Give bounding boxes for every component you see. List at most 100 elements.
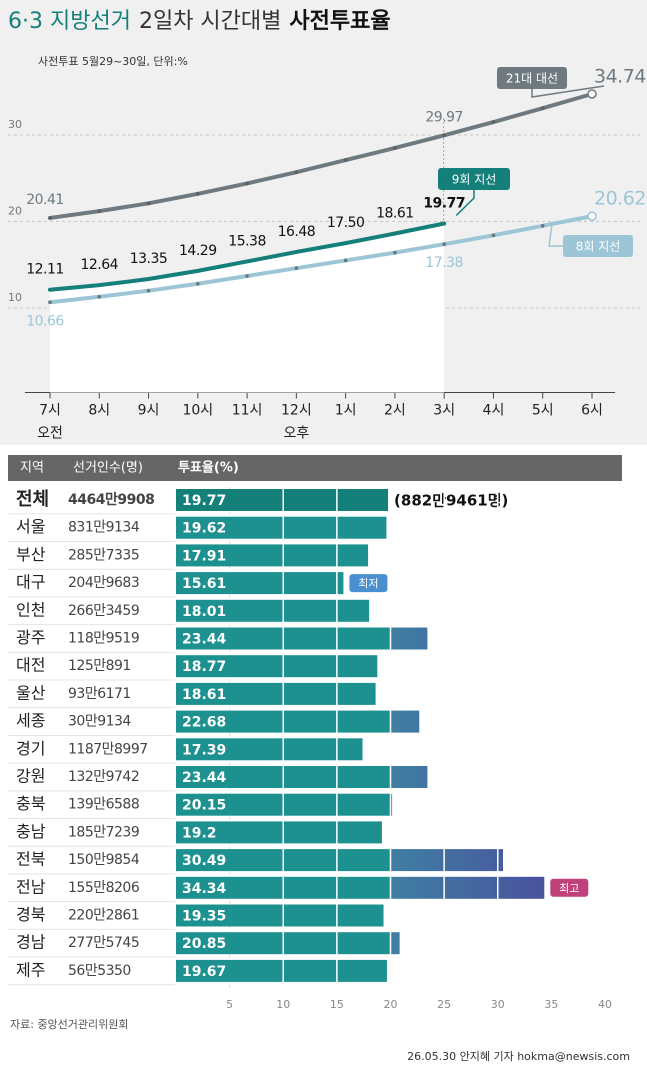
bar: [176, 489, 389, 511]
region-label: 경기: [16, 739, 45, 758]
region-label: 강원: [16, 767, 45, 786]
annotation-box: [349, 574, 388, 593]
x-tick-label: 11시: [232, 403, 263, 419]
bar: [176, 627, 428, 650]
byline: 26.05.30 안지혜 기자 hokma@newsis.com: [407, 1050, 630, 1063]
point: [97, 283, 102, 287]
point: [146, 288, 151, 293]
x-tick-label: 3시: [433, 403, 455, 419]
x-tick-label: 1시: [335, 403, 357, 419]
data-label: 20.15: [182, 798, 226, 814]
y-tick-label: 10: [8, 291, 22, 304]
point: [294, 266, 299, 271]
bar: [176, 544, 369, 567]
data-label: 34.74: [594, 65, 646, 87]
region-label: 경북: [16, 905, 45, 924]
point: [48, 216, 52, 220]
point: [196, 269, 200, 273]
electors-label: 118만9519: [68, 631, 139, 647]
data-label: 15.61: [182, 576, 226, 592]
legend-leader: [455, 190, 475, 217]
x-tick-label: 20: [384, 998, 398, 1011]
bar: [176, 821, 382, 844]
x-sublabel: 오전: [37, 426, 63, 442]
point: [48, 300, 52, 305]
point: [442, 133, 446, 138]
data-label: 19.62: [182, 521, 226, 537]
legend-box: [438, 168, 510, 190]
data-label: 12.11: [26, 262, 64, 278]
bar: [176, 516, 387, 539]
legend-box: [563, 235, 633, 257]
x-tick-label: 8시: [88, 403, 110, 419]
end-point: [587, 211, 597, 221]
electors-label: 139만6588: [68, 797, 139, 813]
region-label: 충남: [16, 822, 46, 841]
point: [343, 158, 348, 162]
region-label: 대구: [16, 573, 45, 592]
point: [540, 106, 545, 110]
x-tick-label: 4시: [483, 403, 505, 419]
point: [146, 277, 151, 281]
data-label: 18.61: [182, 687, 226, 703]
annotation-box: [550, 878, 589, 897]
point: [343, 258, 348, 263]
bar: [176, 932, 400, 955]
legend-box: [497, 67, 567, 89]
electors-label: 277만5745: [68, 935, 139, 951]
legend-label: 9회 지선: [452, 173, 497, 187]
electors-label: 93만6171: [68, 686, 131, 702]
data-label: 19.77: [423, 195, 465, 211]
data-label: 22.68: [182, 715, 226, 731]
point: [540, 224, 545, 228]
region-label: 울산: [16, 683, 46, 702]
subtitle: 사전투표 5월29~30일, 단위:%: [38, 54, 188, 68]
electors-label: 204만9683: [68, 575, 139, 591]
table-header: [8, 455, 622, 481]
data-label: 14.29: [179, 243, 217, 259]
data-label: 16.48: [278, 224, 316, 240]
data-label: 18.01: [182, 604, 226, 620]
title-part: 6·3 지방선거: [8, 9, 131, 34]
x-sublabel: 오후: [283, 426, 309, 442]
legend-label: 21대 대선: [506, 72, 558, 86]
point: [245, 259, 249, 264]
data-label: 20.41: [26, 192, 64, 208]
series-area: [50, 223, 445, 393]
region-label: 서울: [16, 517, 45, 536]
electors-label: 4464만9908: [68, 492, 154, 508]
x-tick-label: 12시: [281, 403, 312, 419]
legend-leader: [531, 85, 605, 98]
data-label: 20.62: [594, 188, 646, 210]
data-label: 17.38: [425, 255, 463, 271]
x-tick-label: 10시: [182, 403, 213, 419]
point: [245, 181, 249, 186]
y-tick-label: 20: [8, 205, 22, 218]
x-tick-label: 15: [330, 998, 344, 1011]
data-label: 30.49: [182, 853, 226, 869]
title-part: 2일차 시간대별: [139, 9, 281, 34]
point: [294, 250, 299, 254]
bar: [176, 959, 387, 982]
data-label: 19.2: [182, 825, 217, 841]
region-label: 제주: [16, 960, 45, 979]
annotation: 최고: [559, 882, 579, 895]
data-label: 19.67: [182, 964, 226, 980]
electors-label: 1187만8997: [68, 741, 148, 757]
electors-label: 185만7239: [68, 824, 139, 840]
data-label: 20.85: [182, 936, 226, 952]
bar: [176, 766, 428, 788]
data-label: 17.39: [182, 742, 226, 758]
data-label: 19.35: [182, 909, 226, 925]
data-label: 18.77: [182, 659, 226, 675]
point: [97, 294, 102, 299]
series-line: [48, 214, 594, 305]
title-part: 사전투표율: [289, 9, 390, 34]
point: [196, 281, 200, 286]
x-tick-label: 6시: [581, 403, 603, 419]
legend-label: 8회 지선: [576, 240, 621, 254]
data-label: 23.44: [182, 632, 227, 648]
data-label: 17.50: [327, 215, 365, 231]
bar: [176, 738, 363, 761]
